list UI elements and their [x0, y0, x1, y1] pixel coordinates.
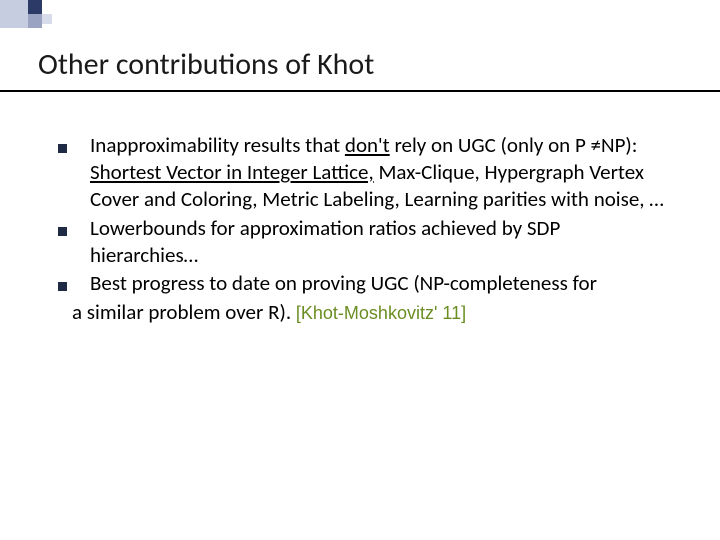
bullet-text: Lowerbounds for approximation ratios ach…: [90, 215, 672, 269]
citation: [Khot-Moshkovitz' 11]: [296, 303, 466, 323]
title-region: Other contributions of Khot: [38, 46, 680, 83]
title-underline: [0, 90, 720, 92]
slide: { "title": { "text": "Other contribution…: [0, 0, 720, 540]
square-bullet-icon: [58, 222, 74, 238]
square-bullet-icon: [58, 139, 74, 155]
bullet-text: a similar problem over R). [Khot-Moshkov…: [72, 299, 672, 326]
content-region: Inapproximability results that don't rel…: [58, 132, 672, 328]
bullet-text: Best progress to date on proving UGC (NP…: [90, 270, 672, 297]
bullet-continuation: a similar problem over R). [Khot-Moshkov…: [58, 299, 672, 326]
bullet-item: Lowerbounds for approximation ratios ach…: [58, 215, 672, 269]
square-bullet-icon: [58, 277, 74, 293]
bullet-item: Inapproximability results that don't rel…: [58, 132, 672, 213]
slide-title: Other contributions of Khot: [38, 46, 680, 83]
bullet-text: Inapproximability results that don't rel…: [90, 132, 672, 213]
bullet-item: Best progress to date on proving UGC (NP…: [58, 270, 672, 297]
corner-decoration: [0, 0, 60, 30]
